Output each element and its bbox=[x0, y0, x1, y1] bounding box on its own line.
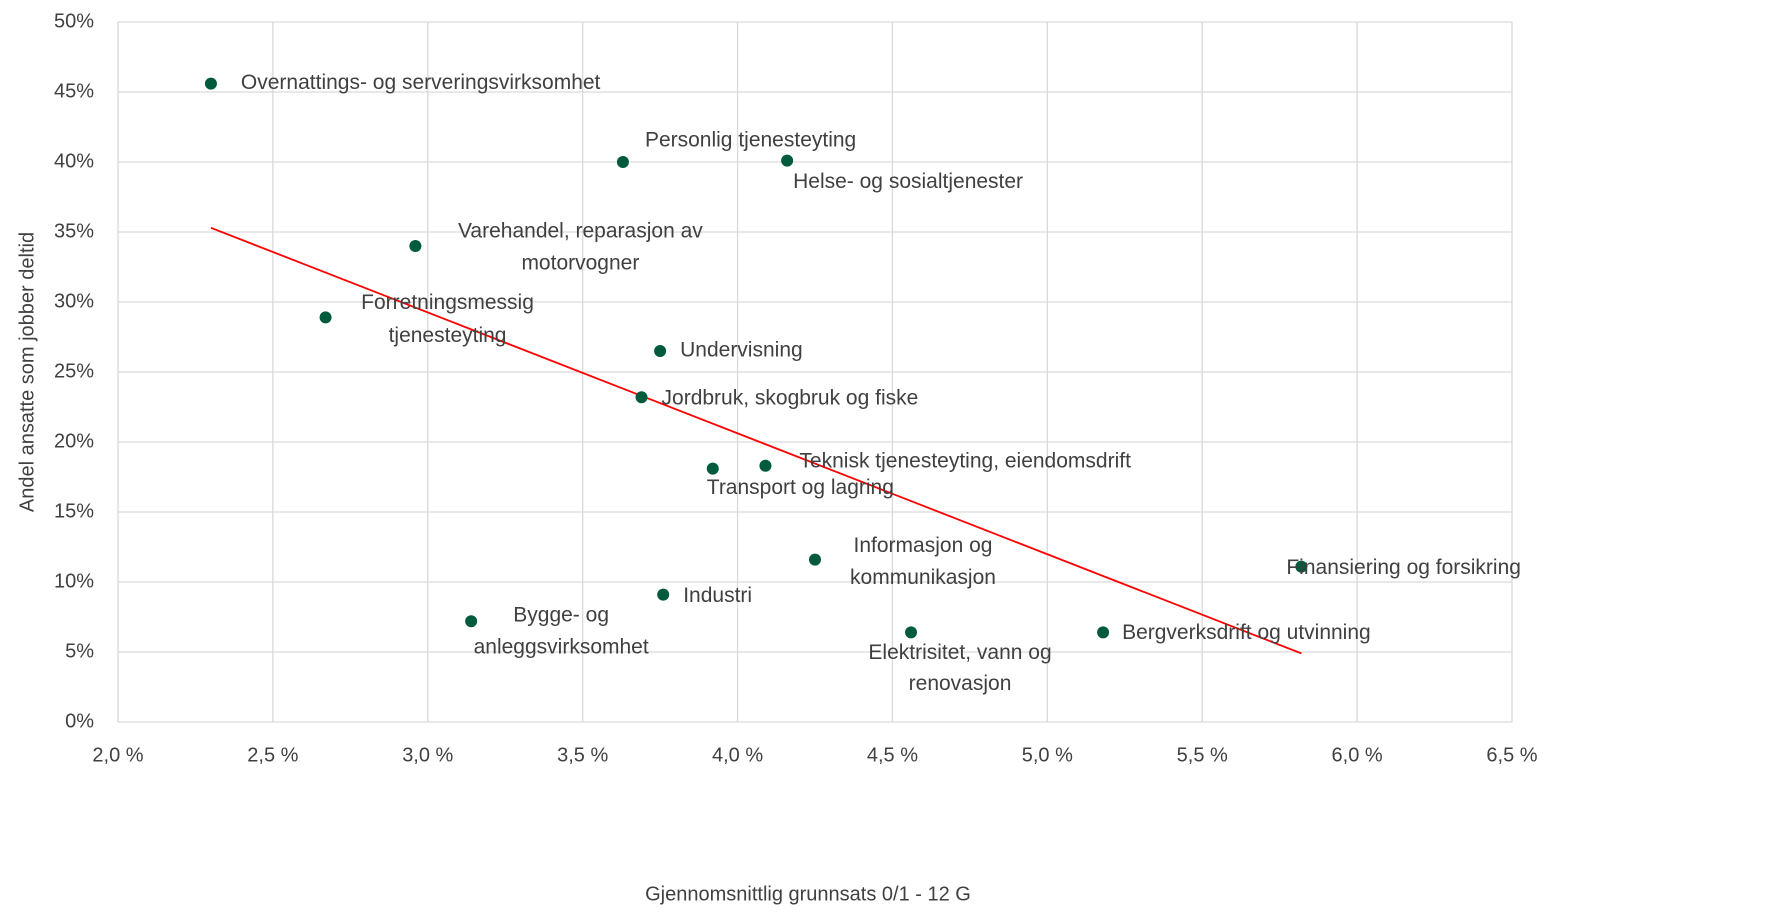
x-tick-label: 2,0 % bbox=[92, 744, 143, 766]
point bbox=[1097, 626, 1110, 639]
x-tick-label: 2,5 % bbox=[247, 744, 298, 766]
point bbox=[204, 77, 217, 90]
x-tick-label: 6,5 % bbox=[1486, 744, 1537, 766]
point-label: Finansiering og forsikring bbox=[1286, 556, 1521, 579]
point-label: Transport og lagring bbox=[707, 476, 894, 499]
point-label: Jordbruk, skogbruk og fiske bbox=[662, 387, 919, 410]
point-label: tjenesteyting bbox=[389, 324, 507, 347]
y-tick-label: 30% bbox=[54, 290, 94, 312]
x-tick-label: 4,5 % bbox=[867, 744, 918, 766]
point-label: Forretningsmessig bbox=[361, 291, 534, 314]
point-label: Varehandel, reparasjon av bbox=[458, 220, 703, 243]
point bbox=[409, 240, 422, 252]
x-tick-label: 3,0 % bbox=[402, 744, 453, 766]
point bbox=[616, 156, 629, 168]
y-tick-label: 10% bbox=[54, 570, 94, 592]
y-tick-label: 50% bbox=[54, 10, 94, 32]
point-label: Teknisk tjenesteyting, eiendomsdrift bbox=[799, 449, 1131, 472]
point bbox=[706, 462, 719, 475]
point-label: Bergverksdrift og utvinning bbox=[1122, 621, 1371, 644]
y-tick-label: 5% bbox=[65, 640, 94, 662]
y-tick-label: 25% bbox=[54, 360, 94, 382]
x-tick-label: 6,0 % bbox=[1332, 744, 1383, 766]
point-label: Helse- og sosialtjenester bbox=[793, 170, 1023, 193]
point-label: renovasjon bbox=[909, 672, 1012, 695]
point-label: Informasjon og bbox=[854, 534, 993, 557]
point-label: Elektrisitet, vann og bbox=[868, 641, 1051, 664]
x-tick-label: 5,5 % bbox=[1177, 744, 1228, 766]
point bbox=[781, 154, 794, 167]
point-label: Overnattings- og serveringsvirksomhet bbox=[241, 71, 601, 94]
point bbox=[319, 311, 332, 324]
trendline bbox=[210, 226, 1302, 655]
point-label: Industri bbox=[683, 584, 752, 607]
x-tick-label: 3,5 % bbox=[557, 744, 608, 766]
point bbox=[635, 391, 648, 404]
point bbox=[759, 459, 772, 472]
x-axis-title: Gjennomsnittlig grunnsats 0/1 - 12 G bbox=[645, 883, 971, 905]
point-label: Bygge- og bbox=[513, 604, 609, 627]
y-tick-label: 20% bbox=[54, 430, 94, 452]
point bbox=[1295, 560, 1308, 573]
point-label: Personlig tjenesteyting bbox=[645, 129, 856, 152]
point-label: Undervisning bbox=[680, 339, 803, 362]
point bbox=[465, 615, 478, 628]
y-axis-title: Andel ansatte som jobber deltid bbox=[16, 232, 38, 512]
point-label: motorvogner bbox=[521, 252, 639, 275]
point bbox=[657, 588, 670, 601]
point-label: anleggsvirksomhet bbox=[474, 636, 649, 659]
point bbox=[809, 553, 821, 566]
point bbox=[654, 345, 667, 357]
y-tick-label: 45% bbox=[54, 80, 94, 102]
x-tick-label: 4,0 % bbox=[712, 744, 763, 766]
y-tick-label: 0% bbox=[65, 710, 94, 732]
x-tick-label: 5,0 % bbox=[1022, 744, 1073, 766]
y-tick-label: 35% bbox=[54, 220, 94, 242]
point bbox=[905, 626, 918, 639]
y-tick-label: 40% bbox=[54, 150, 94, 172]
y-tick-label: 15% bbox=[54, 500, 94, 522]
point-label: kommunikasjon bbox=[850, 566, 996, 589]
